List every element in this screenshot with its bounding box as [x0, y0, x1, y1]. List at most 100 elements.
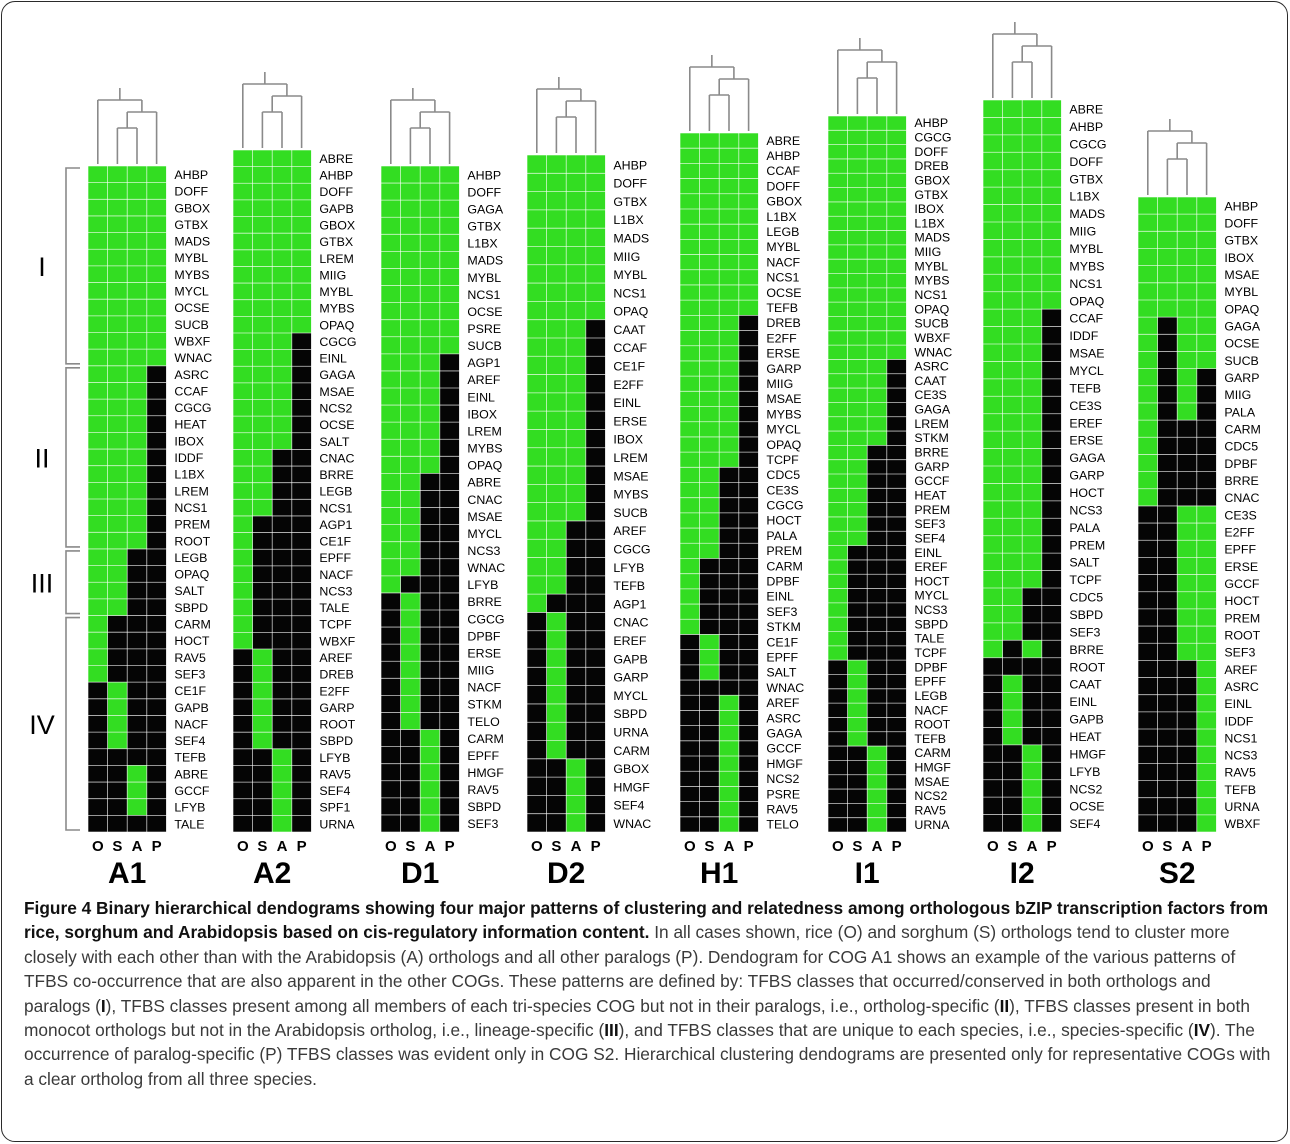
tfbs-label-cgcg: CGCG	[319, 335, 356, 349]
cell-l1bx-0	[527, 209, 547, 229]
cell-iddf-3	[1041, 326, 1062, 344]
cell-sucb-3	[146, 315, 167, 333]
cell-einl-0	[527, 392, 547, 412]
tfbs-label-hmgf: HMGF	[467, 766, 504, 780]
cell-dpbf-0	[381, 627, 401, 645]
tfbs-label-epff: EPFF	[467, 749, 499, 763]
cell-tefb-0	[527, 575, 547, 595]
cell-cnac-1	[546, 612, 567, 631]
cell-hmgf-2	[420, 763, 440, 781]
tfbs-label-sucb: SUCB	[467, 339, 501, 353]
cell-urna-0	[527, 722, 547, 741]
panel-i2: ABREAHBPCGCGDOFFGTBXL1BXMADSMIIGMYBLMYBS…	[982, 22, 1107, 890]
cell-gbox-1	[107, 199, 128, 216]
cell-prem-1	[1002, 535, 1023, 554]
cell-psre-3	[738, 786, 759, 802]
column-label-p: P	[744, 838, 754, 855]
cell-cgcg-3	[1041, 134, 1062, 153]
cell-tale-1	[107, 815, 128, 832]
cell-epff-2	[272, 549, 292, 566]
tfbs-label-miig: MIIG	[1224, 388, 1251, 402]
cell-gtbx-3	[1196, 231, 1217, 249]
tfbs-label-doff: DOFF	[613, 177, 647, 191]
cell-iddf-2	[1022, 326, 1042, 344]
cell-gaga-0	[983, 448, 1003, 466]
tfbs-label-mybl: MYBL	[766, 240, 800, 254]
cell-hmgf-2	[566, 777, 586, 796]
cell-msae-1	[1157, 265, 1178, 283]
cell-prem-0	[88, 515, 108, 533]
cell-lfyb-1	[400, 575, 421, 593]
cell-mycl-1	[1002, 361, 1023, 379]
panel-name-d1: D1	[401, 857, 439, 890]
cell-aref-2	[719, 695, 739, 711]
cell-mybs-2	[1022, 256, 1042, 275]
cell-sef3-0	[983, 622, 1003, 641]
cell-mybl-3	[439, 268, 460, 286]
caption-text-3: ), TFBS classes present in both monocot …	[24, 995, 1250, 1041]
tfbs-label-tefb: TEFB	[613, 579, 645, 593]
cell-legb-1	[252, 482, 273, 500]
cell-lrem-0	[381, 422, 401, 440]
tfbs-label-gtbx: GTBX	[319, 235, 353, 249]
cell-sef3-1	[1157, 643, 1178, 661]
cell-dreb-0	[233, 665, 253, 683]
cell-sef4-2	[127, 732, 147, 749]
cell-ibox-1	[546, 429, 567, 448]
cell-lfyb-2	[272, 748, 292, 766]
tfbs-label-cgcg: CGCG	[613, 543, 650, 557]
cell-dreb-0	[680, 315, 700, 331]
cell-aref-2	[1177, 660, 1197, 678]
cell-lfyb-0	[527, 557, 547, 576]
cell-rav5-1	[107, 648, 128, 666]
cell-ahbp-1	[252, 166, 273, 184]
cell-garp-1	[847, 459, 868, 474]
tfbs-label-carm: CARM	[613, 744, 649, 758]
cell-ccaf-1	[546, 337, 567, 357]
column-label-o: O	[237, 838, 249, 855]
cell-brre-3	[291, 466, 312, 483]
cell-gbox-0	[828, 173, 848, 188]
cell-psre-1	[400, 319, 421, 337]
cell-doff-1	[1002, 152, 1023, 170]
cell-doff-3	[1196, 214, 1217, 232]
cell-hmgf-1	[699, 756, 720, 772]
column-label-s: S	[257, 838, 267, 855]
cell-pala-3	[1196, 402, 1217, 421]
cell-caat-2	[867, 373, 887, 389]
tfbs-label-prem: PREM	[174, 518, 210, 532]
cell-ccaf-2	[566, 337, 586, 357]
tfbs-label-erse: ERSE	[467, 646, 501, 660]
cell-ocse-3	[1196, 334, 1217, 352]
cell-garp-0	[1138, 368, 1158, 386]
cell-e2ff-2	[1177, 523, 1197, 541]
cell-mads-3	[585, 228, 606, 247]
tfbs-label-abre: ABRE	[1069, 103, 1103, 117]
cell-gaga-1	[252, 366, 273, 383]
cell-erse-3	[1196, 557, 1217, 575]
cell-salt-1	[252, 432, 273, 450]
cell-sucb-0	[88, 315, 108, 333]
cell-nacf-3	[738, 254, 759, 270]
cell-gapb-0	[983, 710, 1003, 728]
cell-mycl-3	[738, 421, 759, 437]
cell-mybs-1	[107, 265, 128, 283]
cell-tale-3	[886, 631, 907, 646]
tfbs-label-mads: MADS	[914, 231, 950, 245]
cell-l1bx-2	[1022, 187, 1042, 205]
cell-abre-0	[680, 133, 700, 149]
cell-brre-2	[1177, 471, 1197, 489]
cell-ahbp-3	[886, 116, 907, 131]
cell-sef3-0	[381, 814, 401, 832]
cell-dpbf-3	[886, 660, 907, 675]
tfbs-label-doff: DOFF	[319, 185, 353, 199]
tfbs-label-root: ROOT	[1069, 660, 1105, 674]
cell-legb-3	[738, 224, 759, 240]
cell-salt-3	[291, 432, 312, 450]
tfbs-label-doff: DOFF	[467, 185, 501, 199]
cell-ncs1-3	[291, 499, 312, 516]
cell-telo-1	[699, 816, 720, 832]
cell-tale-1	[252, 599, 273, 616]
cell-hoct-3	[146, 632, 167, 649]
tfbs-label-tcpf: TCPF	[1069, 573, 1102, 587]
